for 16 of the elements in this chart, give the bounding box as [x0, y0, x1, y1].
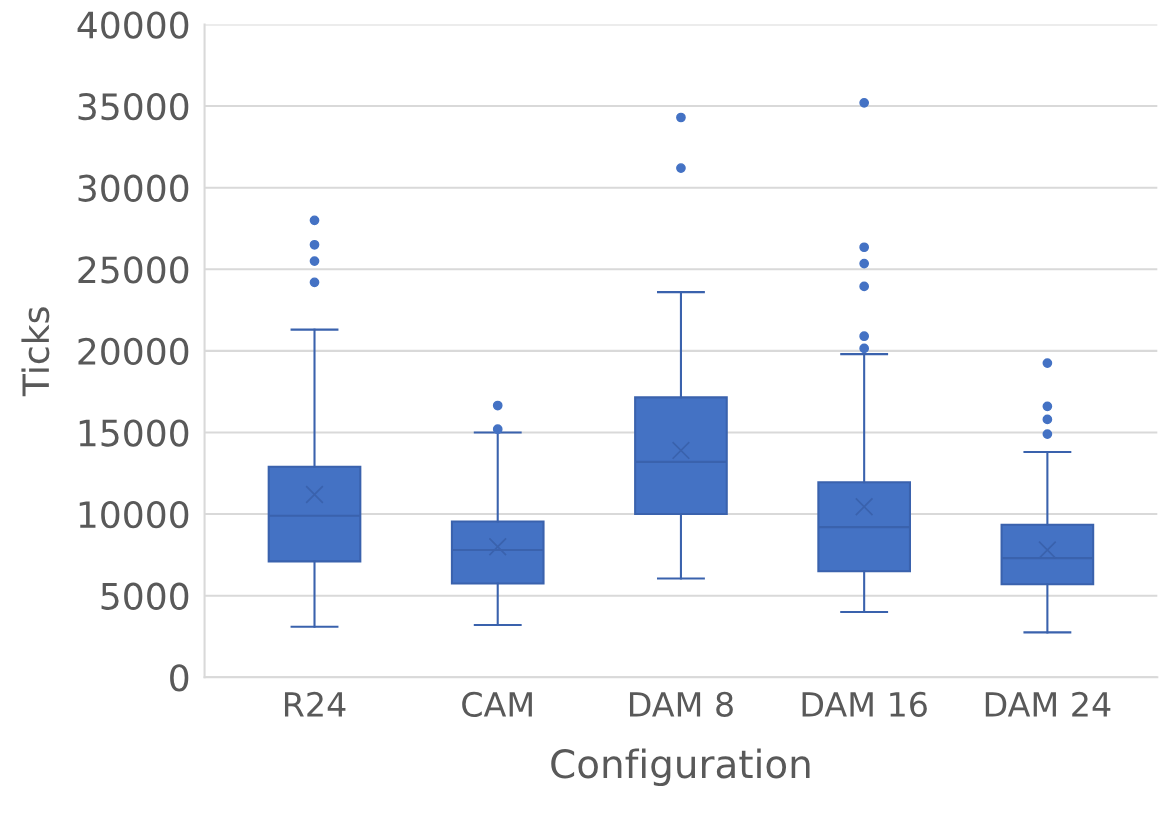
y-tick-label: 30000	[78, 174, 189, 202]
x-tick-label: DAM 24	[985, 691, 1111, 717]
y-tick-label: 35000	[78, 93, 189, 121]
y-tick-label: 10000	[79, 501, 189, 529]
y-tick-label: 0	[170, 664, 189, 692]
y-tick-label: 20000	[78, 337, 189, 366]
y-axis-title: Ticks	[21, 307, 50, 397]
y-tick-label: 15000	[79, 419, 189, 447]
x-axis-title: Configuration	[551, 748, 810, 787]
x-tick-label: DAM 16	[802, 691, 927, 717]
x-tick-label: DAM 8	[629, 691, 733, 717]
y-tick-label: 40000	[77, 11, 189, 39]
x-tick-label: R24	[284, 691, 346, 717]
y-tick-label: 5000	[101, 582, 189, 610]
y-tick-label: 25000	[78, 256, 189, 284]
x-tick-label: CAM	[462, 691, 532, 717]
